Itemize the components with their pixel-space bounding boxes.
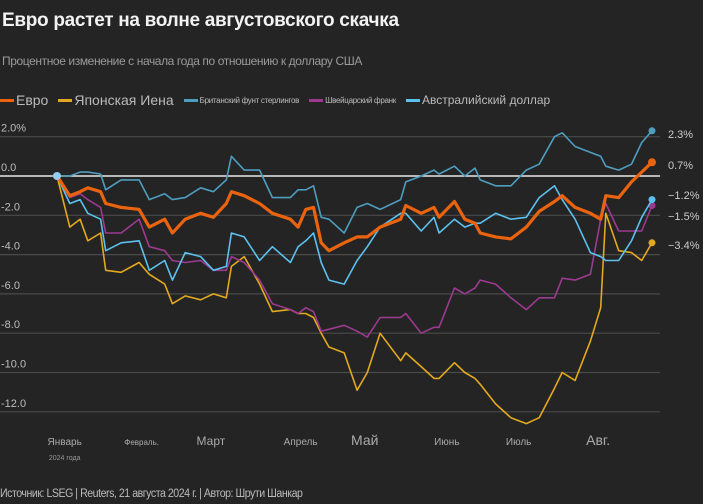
series-line-4 [55,161,654,253]
legend-swatch [183,98,198,102]
y-tick-label: 0.0 [1,162,16,174]
y-tick-label: 2.0% [1,123,26,135]
legend-item: Британский фунт стерлингов [183,95,300,105]
legend-swatch [405,98,420,102]
series-end-dot [648,239,656,247]
series-end-label: 0.7% [668,160,693,172]
series-end-dot [648,158,656,167]
legend: Евро Японская Иена Британский фунт стерлин… [0,92,550,108]
y-tick-label: -4.0 [1,241,20,253]
x-tick-label: Июль [506,437,532,448]
y-tick-label: -10.0 [1,359,26,371]
legend-swatch [58,98,73,102]
x-tick-label: Июнь [434,437,459,448]
series-end-dot [648,127,656,135]
y-tick-label: -6.0 [1,280,20,292]
x-sublabel: 2024 года [49,455,81,462]
x-tick-label: Май [351,432,378,448]
series-end-label: −3.4% [668,240,700,252]
legend-label: Австралийский доллар [421,93,551,107]
series-start-dot [53,172,61,180]
x-tick-label: Март [197,434,226,448]
chart-title: Евро растет на волне августовского скачк… [2,10,399,31]
y-tick-label: -2.0 [1,201,20,213]
series-line-1 [56,175,653,425]
legend-item: Австралийский доллар [405,93,551,107]
source-note: Источник: LSEG | Reuters, 21 августа 202… [0,488,303,500]
legend-swatch [0,98,14,102]
x-tick-label: Январь [48,437,82,448]
y-tick-label: -12.0 [1,398,26,410]
legend-item: Евро [0,92,48,108]
x-tick-label: Авг. [586,432,610,448]
legend-item: Швейцарский франк [309,96,396,105]
series-end-label: 2.3% [668,129,693,141]
legend-item: Японская Иена [58,92,174,108]
x-tick-label: Февраль. [124,438,159,447]
series-end-label: −1.2% [668,190,700,202]
legend-label: Японская Иена [74,92,174,108]
y-tick-label: -8.0 [1,319,20,331]
legend-label: Британский фунт стерлингов [199,95,300,105]
series-end-dot [648,196,656,204]
legend-swatch [309,98,324,102]
series-line-2 [56,175,653,338]
x-tick-label: Апрель [284,437,318,448]
series-line-3 [56,175,653,285]
series-line-0 [57,130,653,234]
series-end-label: −1.5% [668,211,700,223]
legend-label: Швейцарский франк [325,95,396,105]
chart-subtitle: Процентное изменение с начала года по от… [2,54,362,68]
legend-label: Евро [16,92,49,108]
